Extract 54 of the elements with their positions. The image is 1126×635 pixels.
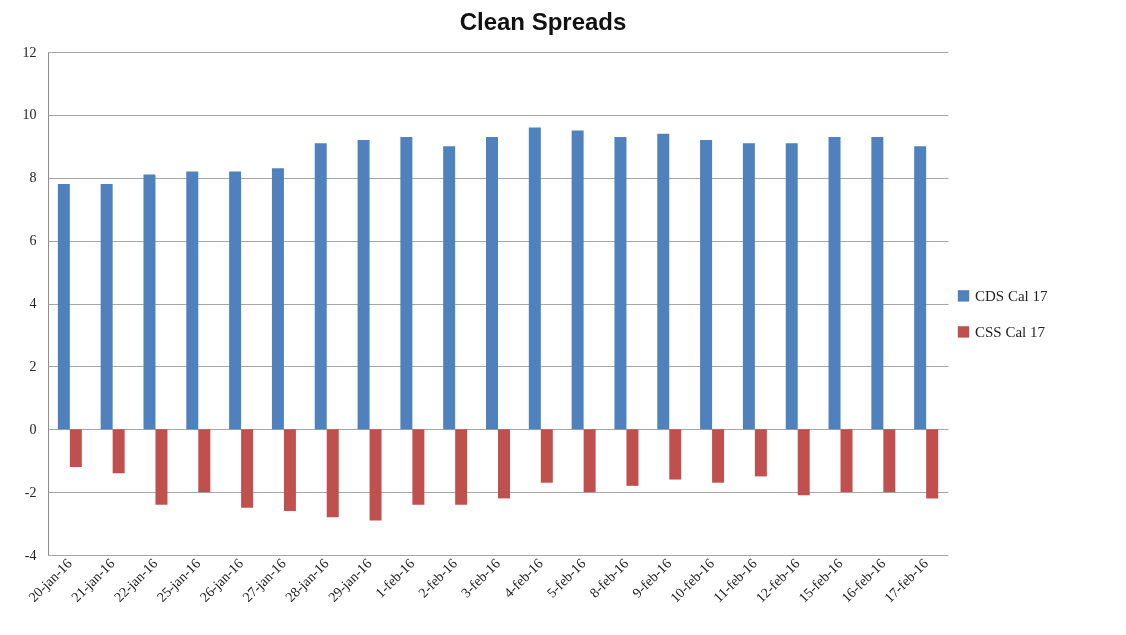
bar: [669, 429, 682, 480]
bar: [926, 429, 939, 499]
bar: [326, 429, 339, 518]
bar: [486, 136, 498, 430]
y-tick-label: -4: [24, 547, 37, 563]
bar: [271, 168, 284, 430]
bar: [883, 429, 896, 493]
y-tick-label: 12: [22, 44, 37, 60]
bar: [198, 429, 211, 493]
y-tick-label: -2: [24, 484, 37, 500]
bar: [369, 429, 382, 521]
bar: [785, 143, 798, 430]
bar: [614, 136, 627, 430]
bar: [69, 429, 82, 467]
bar: [229, 171, 242, 430]
legend-label: CDS Cal 17: [975, 287, 1049, 304]
bar: [528, 127, 541, 430]
y-tick-label: 0: [29, 421, 37, 437]
bar: [412, 429, 425, 505]
bar: [455, 429, 468, 505]
bar: [626, 429, 639, 486]
bar: [155, 429, 168, 505]
bar: [828, 136, 841, 430]
bar: [112, 429, 125, 474]
bar: [357, 140, 370, 430]
y-tick-label: 2: [29, 358, 37, 374]
bar: [583, 429, 596, 493]
y-tick-label: 10: [22, 107, 37, 123]
bar: [712, 429, 725, 483]
legend-label: CSS Cal 17: [975, 323, 1046, 340]
bar: [241, 429, 254, 508]
bar: [914, 146, 927, 430]
bar: [700, 140, 713, 430]
bar: [754, 429, 767, 477]
bar: [540, 429, 553, 483]
y-tick-label: 6: [29, 233, 37, 249]
bar: [840, 429, 853, 493]
bar: [498, 429, 510, 499]
bar: [571, 130, 584, 430]
bar: [143, 174, 156, 430]
y-tick-label: 4: [29, 296, 37, 311]
bar: [443, 146, 456, 430]
y-tick-label: 8: [29, 170, 37, 186]
bar: [742, 143, 755, 430]
bar: [400, 136, 413, 430]
bar: [314, 143, 327, 430]
bar: [100, 184, 113, 430]
chart-title: Clean Spreads: [459, 8, 627, 35]
bar: [57, 184, 70, 430]
bar: [797, 429, 810, 496]
bar: [871, 136, 884, 430]
bar: [283, 429, 296, 511]
bar: [186, 171, 199, 430]
bar: [657, 133, 670, 430]
